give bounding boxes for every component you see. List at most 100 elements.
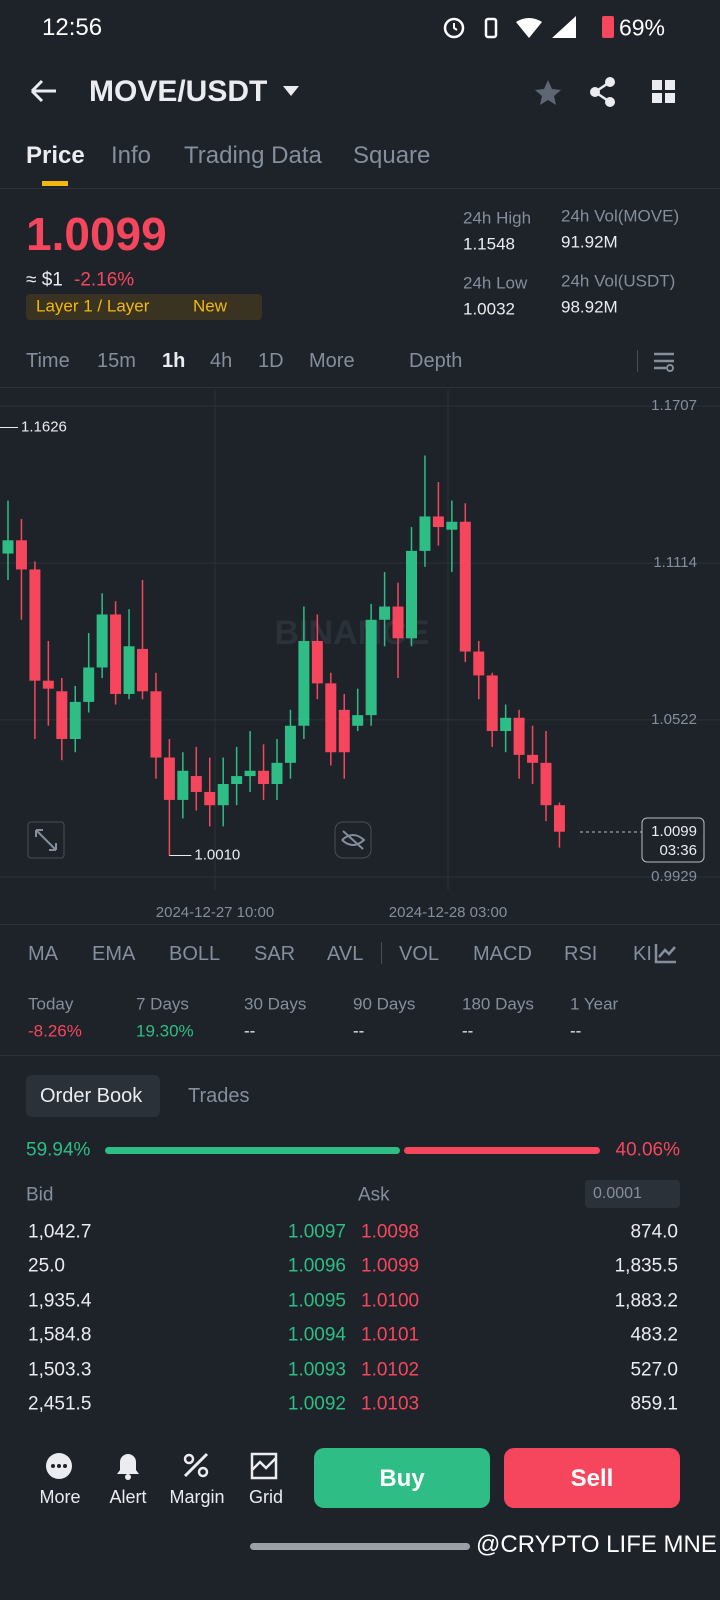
action-label[interactable]: Margin	[169, 1487, 225, 1507]
indicator[interactable]: VOL	[399, 943, 440, 965]
candle-body	[325, 683, 337, 753]
ask-header: Ask	[358, 1184, 390, 1206]
low-marker-label: 1.0010	[194, 847, 240, 864]
candle-body	[338, 709, 350, 753]
indicator[interactable]: AVL	[327, 943, 364, 965]
buy-label[interactable]: Buy	[379, 1465, 425, 1492]
candle-body	[258, 770, 270, 785]
back-button[interactable]	[28, 76, 60, 106]
interval[interactable]: Time	[26, 350, 70, 372]
period-label: 180 Days	[462, 994, 534, 1014]
hide-icon	[341, 830, 366, 850]
action-label[interactable]: Alert	[109, 1487, 147, 1507]
candle-body	[379, 606, 391, 620]
candle-body	[419, 516, 431, 551]
candle-body	[365, 619, 377, 716]
bid-qty: 1,042.7	[28, 1221, 92, 1243]
indicator[interactable]: KI	[633, 943, 652, 965]
bid-price: 1.0093	[287, 1359, 346, 1381]
candle-body	[177, 770, 189, 800]
bid-qty: 1,584.8	[28, 1324, 92, 1346]
ask-ratio: 40.06%	[615, 1139, 680, 1161]
tab[interactable]: Price	[26, 142, 85, 169]
interval[interactable]: 1h	[162, 350, 186, 372]
indicator[interactable]: RSI	[564, 943, 598, 965]
share-icon[interactable]	[588, 76, 618, 108]
period-label: 30 Days	[244, 994, 307, 1014]
indicator[interactable]: EMA	[92, 943, 136, 965]
sell-label[interactable]: Sell	[570, 1465, 614, 1492]
ask-price: 1.0102	[361, 1359, 420, 1381]
bid-price: 1.0094	[287, 1324, 346, 1346]
interval[interactable]: 1D	[258, 350, 284, 372]
indicator[interactable]: BOLL	[169, 943, 221, 965]
bid-price: 1.0095	[287, 1290, 346, 1312]
precision-select[interactable]	[585, 1180, 680, 1208]
indicator[interactable]: MACD	[473, 943, 532, 965]
sector-tag[interactable]: Layer 1 / Layer	[36, 296, 150, 316]
candle-body	[163, 757, 175, 800]
precision[interactable]: 0.0001	[593, 1185, 642, 1202]
action-label[interactable]: Grid	[248, 1487, 284, 1507]
candle-body	[96, 614, 108, 668]
candle-body	[15, 540, 27, 570]
candle-body	[473, 651, 485, 676]
tab[interactable]: Info	[111, 142, 152, 169]
ask-price: 1.0099	[361, 1255, 420, 1277]
separator	[381, 942, 382, 964]
bid-qty: 25.0	[28, 1255, 65, 1277]
favorite-icon[interactable]	[533, 78, 563, 108]
action-label[interactable]: More	[39, 1487, 81, 1507]
period-change: --	[462, 1021, 474, 1041]
candle-body	[486, 675, 498, 732]
status-icons	[443, 16, 614, 39]
interval[interactable]: 15m	[97, 350, 136, 372]
candle-body	[150, 691, 162, 758]
interval[interactable]: More	[309, 350, 355, 372]
period-change: --	[570, 1021, 582, 1041]
stat-value: 91.92M	[561, 232, 618, 252]
candle-body	[271, 762, 283, 785]
price-change: -2.16%	[74, 269, 135, 291]
usd-price: ≈ $1	[26, 269, 63, 291]
candle-body	[56, 691, 68, 739]
divider	[0, 1055, 720, 1056]
candle-body	[110, 614, 122, 694]
period-label: Today	[28, 994, 74, 1014]
action-icons	[46, 1452, 278, 1480]
grid-icon[interactable]	[650, 78, 678, 106]
candle-body	[513, 717, 525, 755]
indicator[interactable]: MA	[28, 943, 58, 965]
pair-dropdown[interactable]	[280, 82, 302, 100]
chart-settings[interactable]	[652, 350, 676, 372]
candle-body	[217, 784, 229, 806]
indicator[interactable]: SAR	[254, 943, 296, 965]
interval[interactable]: 4h	[210, 350, 233, 372]
order-book-tab[interactable]: Order Book	[40, 1085, 143, 1107]
ask-qty: 874.0	[630, 1221, 678, 1243]
candle-body	[231, 776, 243, 785]
period-change: 19.30%	[136, 1021, 194, 1041]
separator	[637, 350, 638, 372]
candle-body	[406, 550, 417, 639]
hide-button	[334, 821, 372, 859]
stat-label: 24h Vol(MOVE)	[561, 206, 680, 226]
buy-button[interactable]	[314, 1448, 490, 1508]
candle-body	[29, 569, 41, 681]
tab[interactable]: Trading Data	[184, 142, 322, 169]
tab[interactable]: Square	[353, 142, 431, 169]
indicator-settings[interactable]	[654, 942, 678, 964]
fullscreen-icon	[35, 829, 57, 851]
new-badge[interactable]: New	[193, 296, 228, 316]
period-label: 7 Days	[136, 994, 189, 1014]
stat-value: 1.1548	[463, 234, 515, 254]
high-marker-label: 1.1626	[21, 418, 67, 435]
interval[interactable]: Depth	[409, 350, 463, 372]
pair-title[interactable]: MOVE/USDT	[89, 75, 268, 108]
bid-ratio-bar	[105, 1147, 400, 1154]
candle-body	[527, 754, 539, 763]
sell-button[interactable]	[504, 1448, 680, 1508]
candle-body	[432, 516, 444, 528]
trades-tab[interactable]: Trades	[188, 1085, 250, 1107]
